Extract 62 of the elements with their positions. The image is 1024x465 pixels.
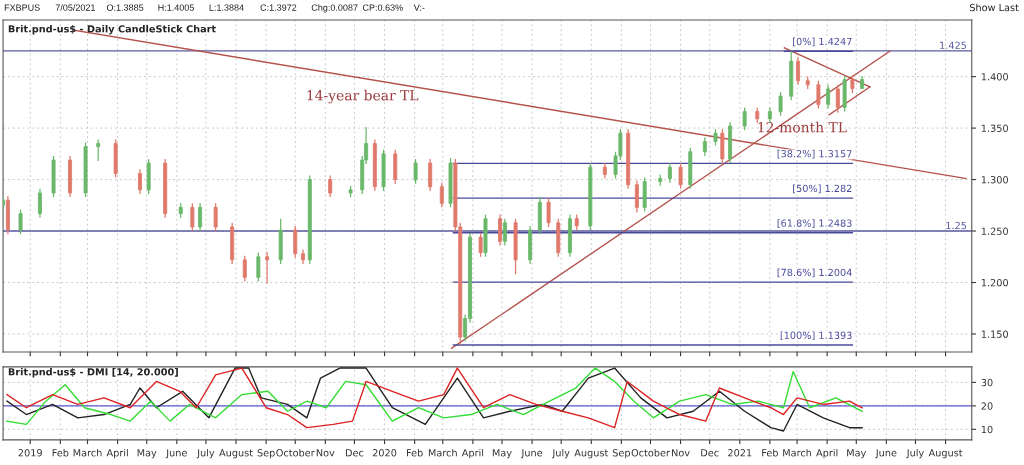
chart-title: Brit.pnd-us$ - DMI [14, 20.000]	[8, 367, 178, 378]
x-tick-label: Sep	[612, 449, 630, 459]
x-tick-label: 2020	[372, 449, 397, 457]
text: H:1.4005	[158, 4, 194, 11]
x-tick-label: October	[631, 448, 670, 457]
series-label: [100%] 1.1393	[780, 331, 852, 341]
x-tick-label: 2021	[728, 449, 752, 457]
x-tick-label: April	[816, 448, 838, 459]
x-tick-label: April	[461, 448, 484, 459]
x-tick-label: Sep	[257, 449, 275, 459]
x-tick-label: July	[906, 448, 924, 459]
x-tick-label: Dec	[345, 449, 364, 457]
x-tick-label: June	[520, 449, 543, 459]
x-tick-label: May	[137, 449, 157, 459]
y-tick-label: 1.300	[981, 176, 1008, 184]
text: V:-	[413, 4, 425, 11]
y-tick-label: 1.250	[981, 227, 1008, 235]
series-label: [50%] 1.282	[793, 184, 852, 194]
x-tick-label: Nov	[672, 449, 690, 457]
x-tick-label: May	[492, 449, 512, 459]
x-tick-label: August	[928, 449, 963, 459]
text: C:1.3972	[260, 4, 297, 11]
series-label: [78.6%] 1.2004	[777, 268, 852, 278]
text: L:1.3884	[209, 4, 244, 11]
y-tick-label: 10	[981, 425, 993, 434]
x-tick-label: June	[165, 449, 187, 459]
x-tick-label: October	[276, 448, 315, 457]
x-tick-label: July	[196, 448, 215, 459]
x-tick-label: August	[219, 449, 253, 459]
text: Chg:0.0087	[311, 4, 358, 13]
annotation: 14-year bear TL	[307, 89, 419, 104]
y-tick-label: 20	[981, 402, 993, 410]
text: Brit.pnd-us$ - Daily CandleStick Chart	[8, 24, 216, 35]
y-tick-label: 1.150	[981, 330, 1008, 338]
x-tick-label: June	[875, 449, 897, 459]
x-tick-label: 2019	[18, 449, 42, 457]
x-tick-label: March	[73, 448, 102, 457]
x-tick-label: March	[428, 448, 457, 457]
text: 7/05/2021	[55, 4, 96, 11]
x-tick-label: August	[574, 449, 609, 459]
ref-line-label: 1.425	[940, 41, 967, 49]
text: FXBPUS	[4, 4, 40, 11]
x-tick-label: Nov	[316, 449, 335, 457]
y-tick-label: 1.400	[981, 73, 1008, 81]
y-tick-label: 1.350	[981, 124, 1008, 132]
x-tick-label: May	[847, 449, 867, 459]
series-label: [0%] 1.4247	[793, 37, 852, 47]
series-label: [61.8%] 1.2483	[777, 219, 852, 228]
y-tick-label: 30	[981, 378, 993, 387]
x-tick-label: Feb	[52, 448, 69, 457]
x-tick-label: Dec	[701, 449, 719, 457]
text: Show Last	[969, 3, 1019, 12]
y-tick-label: 1.200	[981, 278, 1008, 287]
x-tick-label: Feb	[762, 448, 778, 457]
x-tick-label: Feb	[406, 448, 423, 457]
ref-line-label: 1.25	[946, 221, 967, 230]
x-tick-label: April	[106, 448, 128, 459]
x-tick-label: March	[783, 448, 812, 457]
text: O:1.3885	[106, 4, 144, 11]
x-tick-label: July	[551, 448, 570, 459]
series-label: [38.2%] 1.3157	[777, 149, 852, 159]
text: CP:0.63%	[362, 4, 403, 11]
